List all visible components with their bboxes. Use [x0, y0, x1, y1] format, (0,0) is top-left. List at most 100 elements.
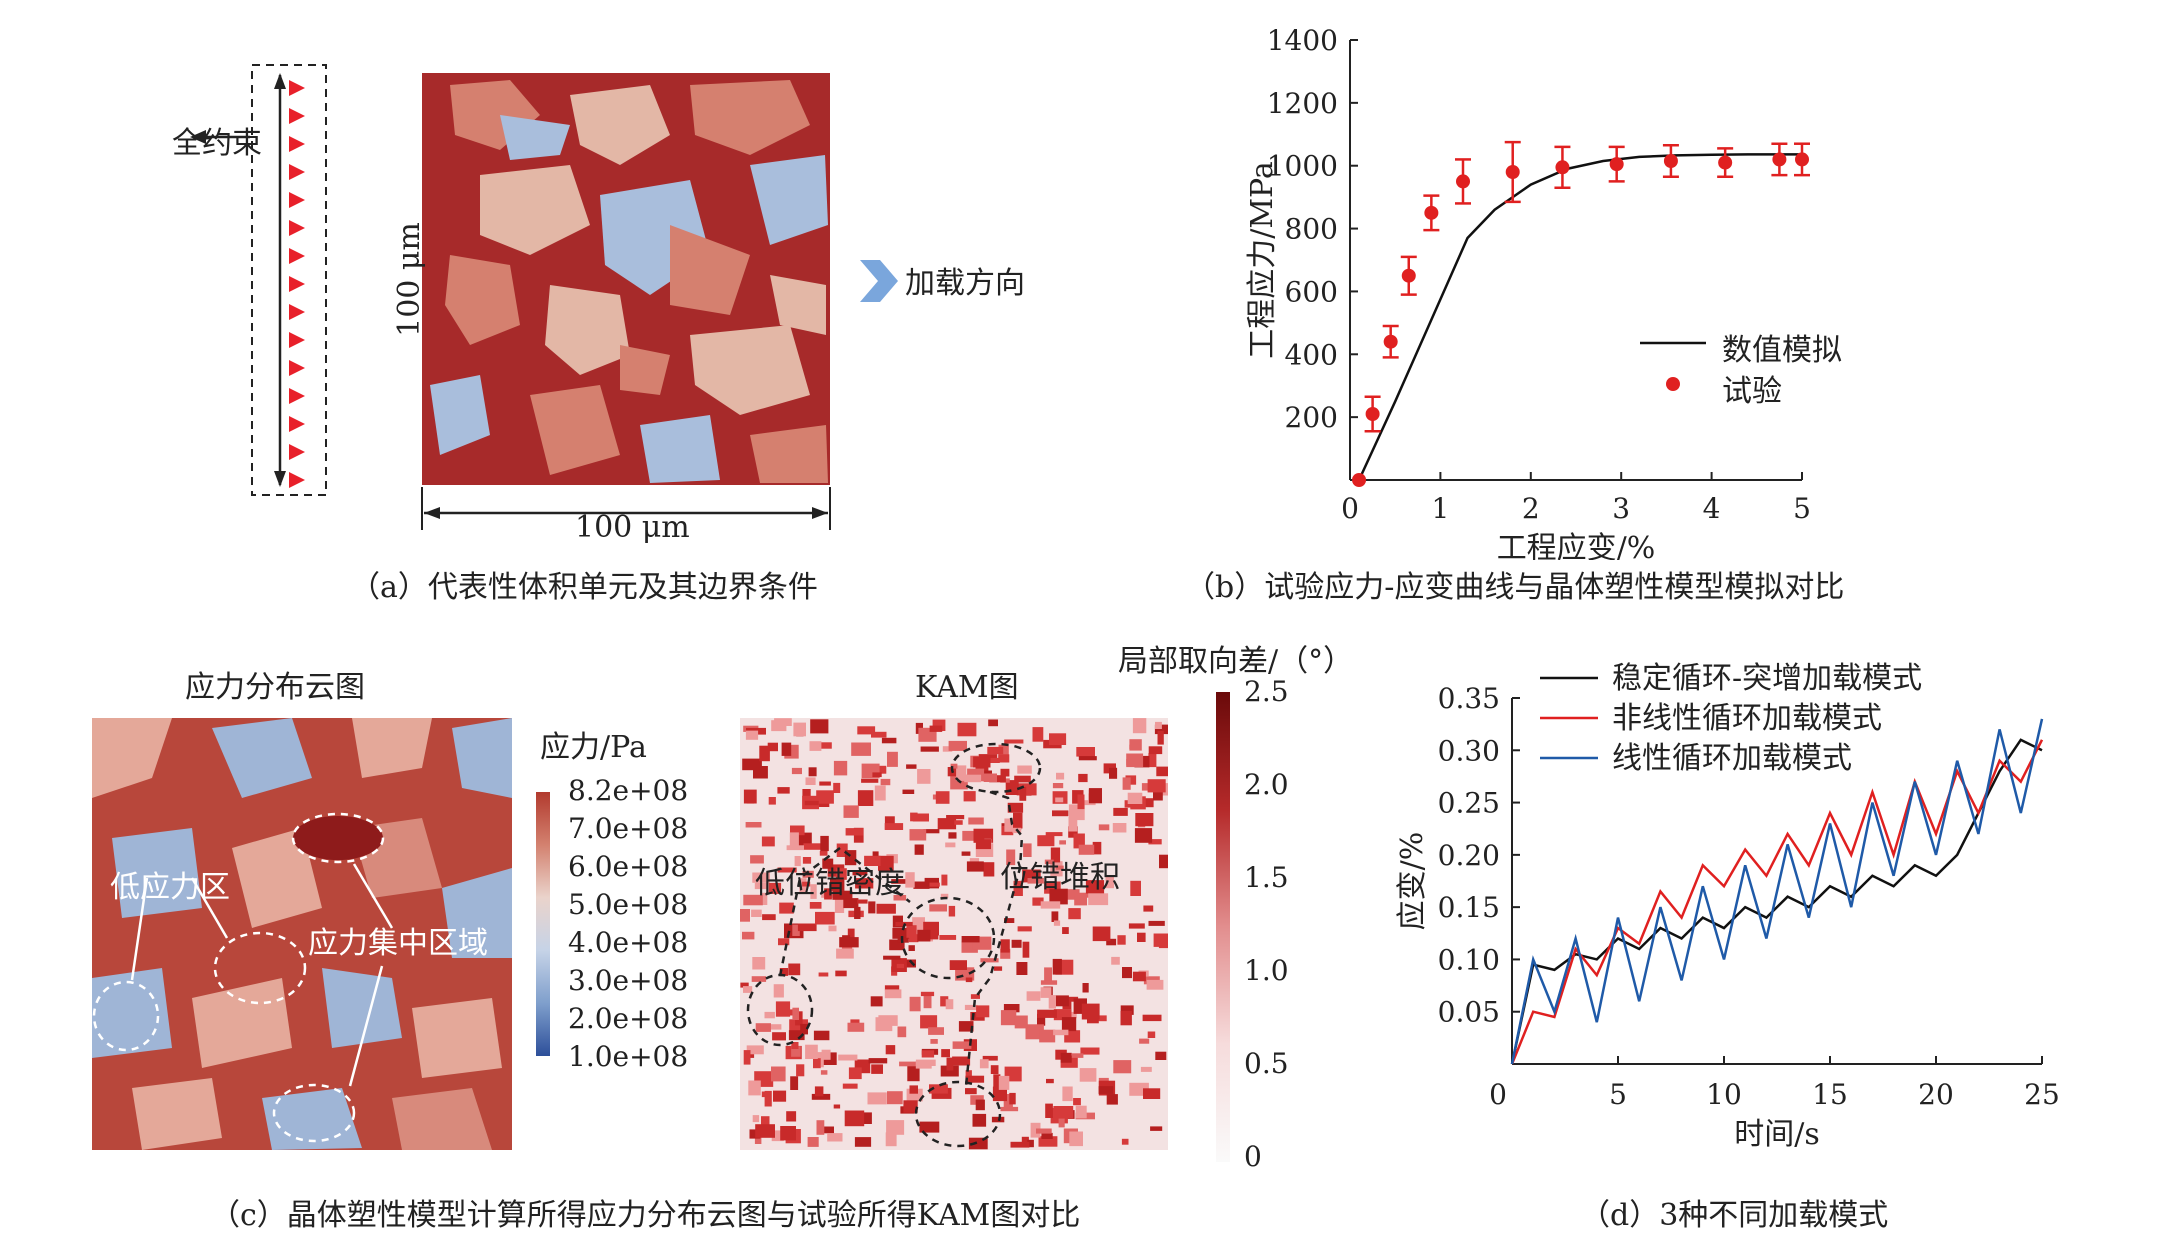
kam-texture-cell: [966, 861, 984, 872]
kam-texture-cell: [940, 893, 949, 898]
kam-texture-cell: [768, 882, 782, 894]
kam-texture-cell: [1050, 847, 1061, 863]
kam-texture-cell: [1013, 812, 1023, 829]
kam-texture-cell: [948, 832, 957, 839]
kam-texture-cell: [1078, 773, 1088, 783]
kam-texture-cell: [965, 977, 973, 983]
kam-texture-cell: [755, 1023, 771, 1032]
kam-texture-cell: [1148, 839, 1162, 845]
kam-texture-cell: [1129, 739, 1142, 751]
kam-texture-cell: [914, 844, 924, 855]
stress-cbar-tick: 3.0e+08: [568, 964, 689, 997]
kam-texture-cell: [836, 843, 848, 857]
kam-texture-cell: [1073, 1098, 1081, 1106]
kam-texture-cell: [779, 902, 794, 914]
kam-texture-cell: [771, 1066, 786, 1082]
stress-cbar-tick: 6.0e+08: [568, 850, 689, 883]
kam-texture-cell: [1037, 835, 1055, 847]
kam-texture-cell: [792, 924, 800, 936]
kam-texture-cell: [1038, 1136, 1058, 1147]
kam-texture-cell: [822, 858, 834, 869]
fixed-constraint-triangles: [289, 80, 305, 488]
kam-texture-cell: [1006, 849, 1016, 866]
kam-texture-cell: [751, 909, 762, 917]
kam-texture-cell: [746, 1045, 764, 1055]
kam-texture-cell: [1147, 779, 1166, 793]
experiment-point: [1505, 165, 1520, 179]
y-tick-label: 0.30: [1438, 734, 1500, 767]
kam-texture-cell: [761, 1116, 770, 1132]
kam-texture-cell: [861, 778, 879, 783]
kam-texture-cell: [1027, 878, 1044, 884]
kam-texture-cell: [1147, 1031, 1156, 1038]
kam-texture-cell: [1023, 843, 1032, 857]
kam-texture-cell: [1021, 1136, 1029, 1145]
kam-texture-cell: [1048, 995, 1056, 1009]
kam-texture-cell: [791, 1042, 799, 1049]
kam-texture-cell: [788, 963, 801, 976]
kam-texture-cell: [773, 984, 784, 998]
kam-cbar-title: 局部取向差/（°）: [1118, 644, 1354, 679]
kam-texture-cell: [1040, 987, 1052, 998]
kam-texture-cell: [1027, 1139, 1034, 1148]
kam-texture-cell: [965, 1075, 985, 1083]
kam-texture-cell: [1068, 826, 1078, 838]
kam-texture-cell: [961, 936, 980, 943]
stress-map-title: 应力分布云图: [185, 670, 365, 705]
kam-texture-cell: [1139, 1038, 1150, 1044]
simulation-curve: [1357, 153, 1802, 481]
low-dislocation-label: 低位错密度: [755, 866, 905, 901]
kam-texture-cell: [884, 985, 900, 991]
kam-texture-cell: [833, 760, 848, 776]
kam-texture-cell: [1055, 797, 1064, 803]
kam-texture-cell: [964, 774, 982, 783]
kam-texture-cell: [907, 1065, 920, 1082]
kam-texture-cell: [1132, 718, 1147, 734]
kam-texture-cell: [1113, 1060, 1132, 1074]
kam-texture-cell: [1120, 1010, 1132, 1026]
kam-texture-cell: [886, 1120, 905, 1135]
kam-texture-cell: [946, 815, 965, 820]
kam-texture-cell: [1121, 1138, 1129, 1145]
kam-texture-cell: [1125, 775, 1137, 785]
kam-texture-cell: [1056, 772, 1065, 780]
kam-texture-cell: [1017, 926, 1032, 932]
kam-texture-cell: [804, 800, 819, 806]
kam-colorbar: [1216, 692, 1230, 1162]
kam-texture-cell: [968, 1137, 988, 1150]
stress-cbar-tick: 2.0e+08: [568, 1002, 689, 1035]
experiment-point: [1456, 174, 1470, 189]
kam-texture-cell: [872, 772, 882, 778]
kam-texture-cell: [880, 778, 891, 786]
kam-texture-cell: [1000, 1010, 1017, 1026]
kam-texture-cell: [878, 855, 894, 871]
kam-texture-cell: [1009, 1092, 1016, 1105]
kam-texture-cell: [1140, 1066, 1152, 1072]
kam-texture-cell: [896, 963, 904, 969]
kam-texture-cell: [1117, 935, 1126, 945]
experiment-point: [1383, 334, 1398, 349]
kam-texture-cell: [947, 767, 963, 777]
kam-texture-cell: [748, 1080, 761, 1096]
kam-texture-cell: [1098, 824, 1110, 831]
kam-texture-cell: [1134, 828, 1153, 843]
kam-texture-cell: [813, 1030, 830, 1041]
kam-texture-cell: [1148, 920, 1165, 926]
kam-texture-cell: [932, 719, 946, 731]
kam-texture-cell: [1098, 1086, 1114, 1094]
kam-texture-cell: [1106, 938, 1117, 946]
kam-texture-cell: [913, 881, 930, 889]
kam-texture-cell: [1052, 810, 1069, 817]
experiment-point: [1555, 160, 1570, 175]
kam-texture-cell: [805, 777, 816, 785]
experiment-point: [1795, 152, 1809, 167]
kam-texture-cell: [1154, 724, 1168, 735]
y-tick-label: 400: [1285, 338, 1338, 371]
kam-texture-cell: [811, 1093, 831, 1100]
loading-mode-chart: 0 5 10 15 20 25 0.05 0.10 0.15 0.20 0.25 0.30 0.35 时间…: [1395, 661, 2060, 1152]
kam-texture-cell: [983, 773, 997, 782]
kam-texture-cell: [857, 726, 876, 735]
kam-texture-cell: [754, 882, 768, 890]
kam-texture-cell: [983, 862, 995, 877]
kam-texture-cell: [793, 722, 806, 737]
